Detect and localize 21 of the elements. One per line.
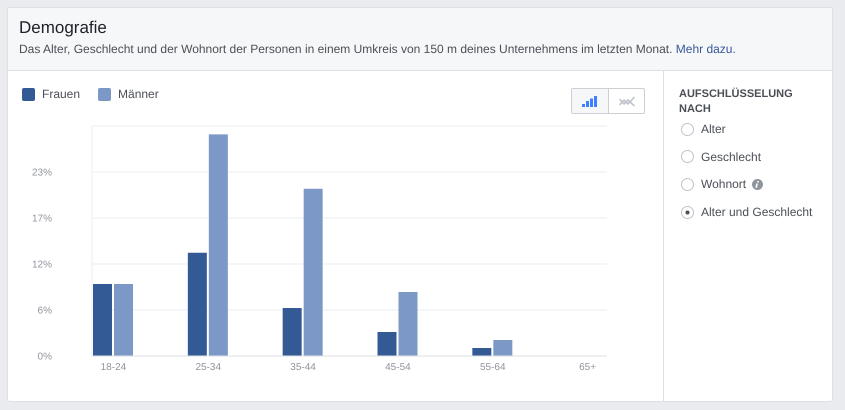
y-tick-label: 17% [32, 214, 52, 225]
chart-title: Demografie [19, 18, 107, 37]
x-tick-label: 25-34 [195, 362, 222, 374]
x-tick-label: 45-54 [385, 362, 412, 374]
legend-label: Männer [118, 87, 159, 101]
x-tick-label: 18-24 [100, 362, 127, 374]
text: Geschlecht [701, 150, 762, 164]
text: AUFSCHLÜSSELUNG NACH [679, 88, 793, 115]
y-tick-label: 0% [38, 352, 52, 363]
y-tick-label: 12% [32, 260, 52, 271]
text: Alter und Geschlecht [701, 205, 812, 220]
text: Alter [701, 122, 726, 136]
x-tick-label: 65+ [579, 362, 596, 374]
chart-subtitle: Das Alter, Geschlecht und der Wohnort der Personen in einem Umkreis von 150 m deines Unternehmens im letzten Monat. [19, 42, 672, 56]
x-tick-label: 35-44 [290, 362, 316, 374]
text: Wohnort [701, 177, 746, 192]
text: Mehr dazu. [676, 42, 736, 56]
y-tick-label: 23% [32, 168, 52, 179]
y-tick-label: 6% [38, 306, 52, 317]
x-tick-label: 55-64 [480, 362, 506, 374]
legend-label: Frauen [42, 87, 80, 101]
